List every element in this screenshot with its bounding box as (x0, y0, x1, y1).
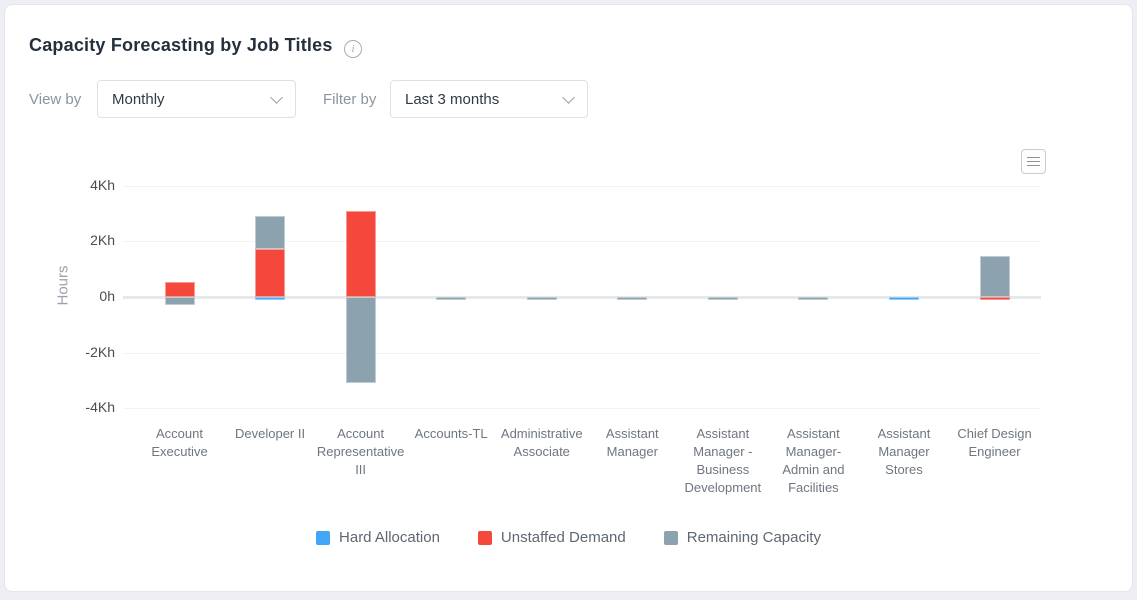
bar-segment-unstaffed-demand[interactable] (255, 249, 286, 297)
x-axis-label: Assistant Manager (605, 426, 659, 459)
bar-segment-unstaffed-demand[interactable] (979, 297, 1010, 300)
y-axis-tick: 2Kh (90, 232, 115, 249)
x-axis-label: Chief Design Engineer (957, 426, 1032, 459)
y-axis-tick: 0h (99, 288, 115, 304)
x-axis-label: Assistant Manager- Admin and Facilities (782, 426, 845, 495)
x-axis-label: Assistant Manager - Business Development (684, 426, 762, 495)
legend-swatch-icon (477, 530, 492, 545)
filter-by-label: Filter by (323, 91, 377, 108)
bar-segment-remaining-capacity[interactable] (255, 215, 286, 250)
zero-gridline (123, 296, 1041, 299)
bar-segment-remaining-capacity[interactable] (617, 297, 648, 300)
legend-swatch-icon (316, 530, 331, 545)
gridline (123, 352, 1041, 354)
bar-segment-hard-allocation[interactable] (888, 297, 919, 300)
gridline (123, 241, 1041, 243)
bar-segment-remaining-capacity[interactable] (526, 297, 557, 300)
capacity-forecast-card: Capacity Forecasting by Job Titles i Vie… (4, 4, 1133, 592)
legend-label: Remaining Capacity (686, 529, 821, 546)
bar-segment-remaining-capacity[interactable] (164, 297, 195, 305)
hamburger-menu-icon (1027, 164, 1040, 167)
gridline (123, 408, 1041, 410)
hamburger-menu-icon (1027, 160, 1040, 163)
x-axis-label: Account Executive (151, 426, 208, 459)
page-title: Capacity Forecasting by Job Titles (29, 35, 333, 55)
hamburger-menu-icon (1027, 156, 1040, 159)
legend-item-remaining-capacity[interactable]: Remaining Capacity (663, 529, 821, 546)
gridline (123, 185, 1041, 187)
bar-segment-remaining-capacity[interactable] (707, 297, 738, 300)
filter-by-select[interactable]: Last 3 months (390, 80, 588, 118)
bar-segment-remaining-capacity[interactable] (345, 297, 376, 384)
view-by-label: View by (29, 91, 82, 108)
x-axis-label: Developer II (235, 426, 306, 441)
legend-label: Hard Allocation (339, 529, 440, 546)
chart-legend: Hard Allocation Unstaffed Demand Remaining… (5, 529, 1132, 546)
legend-label: Unstaffed Demand (500, 529, 626, 546)
y-axis-tick: -2Kh (85, 343, 115, 360)
legend-item-unstaffed-demand[interactable]: Unstaffed Demand (477, 529, 626, 546)
x-axis-label: Account Representative III (316, 426, 405, 477)
view-by-select[interactable]: Monthly (97, 80, 296, 118)
bar-segment-remaining-capacity[interactable] (798, 297, 829, 300)
filter-by-value: Last 3 months (405, 90, 500, 108)
y-axis-tick: -4Kh (85, 399, 115, 416)
bar-segment-unstaffed-demand[interactable] (345, 211, 376, 297)
bar-segment-hard-allocation[interactable] (255, 297, 286, 300)
y-axis-title: Hours (54, 265, 72, 306)
bar-segment-unstaffed-demand[interactable] (164, 281, 195, 297)
capacity-bar-chart: 4Kh 2Kh 0h -2Kh -4Kh Hours Account Executive… (5, 5, 1132, 591)
view-by-value: Monthly (112, 90, 165, 108)
bar-segment-remaining-capacity[interactable] (436, 297, 467, 300)
legend-swatch-icon (663, 530, 678, 545)
y-axis-tick: 4Kh (90, 176, 115, 193)
chart-menu-button[interactable] (1021, 149, 1046, 174)
x-axis-label: Accounts-TL (414, 426, 488, 441)
x-axis-label: Assistant Manager Stores (877, 426, 931, 477)
info-icon[interactable]: i (344, 40, 362, 58)
legend-item-hard-allocation[interactable]: Hard Allocation (316, 529, 440, 546)
x-axis-label: Administrative Associate (500, 426, 583, 459)
bar-segment-remaining-capacity[interactable] (979, 256, 1010, 297)
